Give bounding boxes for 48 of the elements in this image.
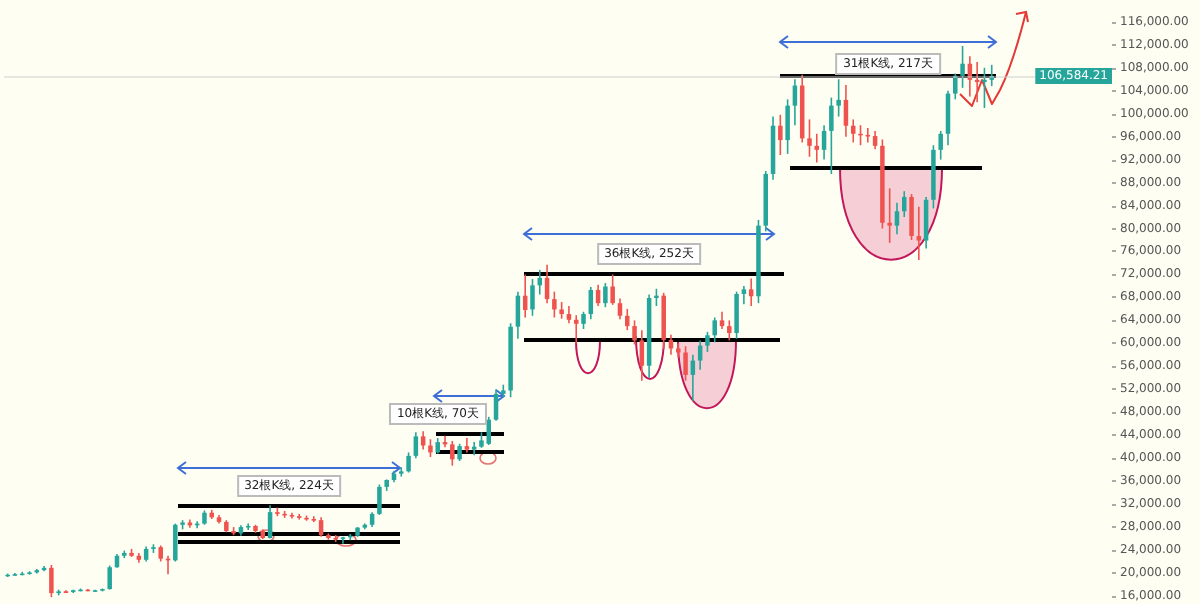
candlestick — [530, 278, 535, 317]
candlestick — [901, 190, 907, 218]
candlestick — [676, 342, 681, 359]
candlestick — [865, 127, 871, 144]
candlestick — [894, 201, 900, 236]
candlestick — [887, 187, 892, 244]
candlestick — [785, 98, 790, 155]
candlestick — [610, 273, 615, 306]
candlestick — [807, 118, 812, 158]
candlestick — [632, 319, 637, 346]
candlestick — [734, 290, 739, 340]
candlestick — [960, 45, 965, 89]
candlestick — [377, 483, 382, 516]
candlestick — [107, 564, 112, 591]
candlestick — [916, 205, 922, 261]
candlestick — [909, 193, 914, 241]
candlestick — [697, 339, 703, 371]
candlestick — [318, 516, 324, 538]
candlestick — [872, 130, 878, 151]
candlestick — [603, 282, 608, 308]
candlestick — [552, 290, 557, 319]
candlestick — [683, 345, 688, 382]
candlestick — [661, 292, 666, 350]
candlestick — [420, 430, 426, 451]
candlestick — [705, 331, 710, 353]
candlestick — [748, 277, 754, 307]
candlestick — [471, 441, 477, 457]
candlestick — [413, 431, 419, 459]
candlestick — [953, 72, 958, 101]
candlestick — [727, 319, 732, 342]
candlestick — [982, 66, 987, 109]
candlestick — [617, 297, 623, 321]
candlestick — [406, 451, 411, 474]
candlestick — [639, 329, 645, 382]
candlestick — [173, 522, 178, 563]
candlestick — [340, 536, 346, 545]
candlestick — [778, 114, 783, 156]
candlestick — [450, 440, 455, 467]
candlestick — [486, 416, 492, 446]
candlestick — [938, 130, 943, 161]
candlestick — [399, 466, 404, 478]
candlestick — [668, 333, 674, 356]
candlestick — [712, 316, 717, 343]
candlestick — [49, 564, 54, 598]
candlestick — [836, 78, 841, 118]
candlestick — [829, 96, 834, 175]
candlestick — [741, 285, 747, 306]
candlestick — [624, 308, 630, 331]
